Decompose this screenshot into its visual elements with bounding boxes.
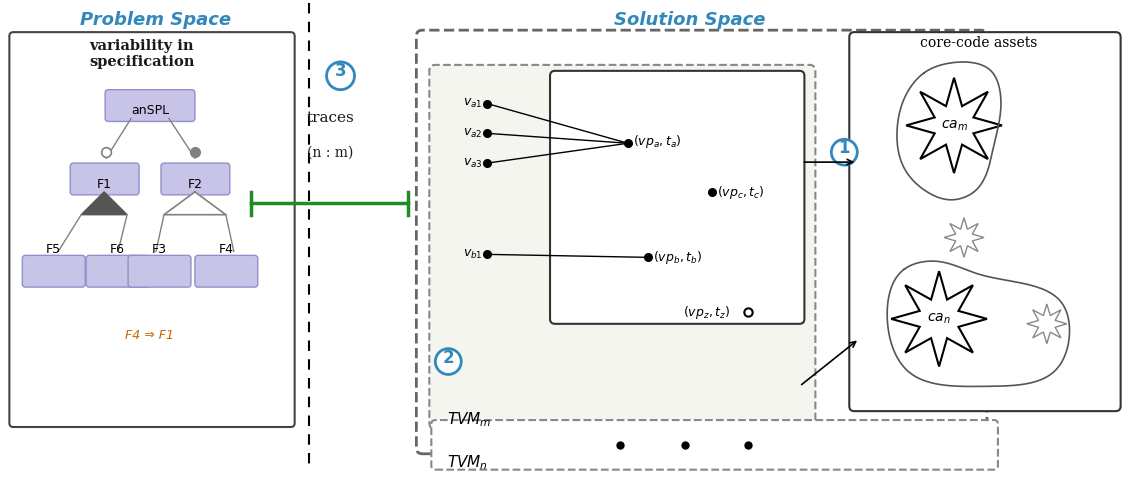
Text: Problem Space: Problem Space (80, 11, 231, 29)
FancyBboxPatch shape (9, 32, 294, 427)
Text: core-code assets: core-code assets (920, 36, 1038, 50)
FancyBboxPatch shape (430, 65, 816, 429)
Text: F1: F1 (97, 178, 112, 191)
Polygon shape (944, 217, 984, 257)
Polygon shape (81, 192, 127, 215)
Text: F5: F5 (46, 243, 61, 256)
FancyBboxPatch shape (161, 163, 230, 195)
FancyBboxPatch shape (849, 32, 1120, 411)
Text: $v_{a2}$: $v_{a2}$ (462, 127, 482, 140)
Polygon shape (906, 78, 1002, 173)
FancyBboxPatch shape (416, 30, 987, 454)
Polygon shape (891, 271, 987, 367)
Text: Solution Space: Solution Space (614, 11, 766, 29)
Text: 1: 1 (838, 139, 851, 157)
Text: $ca_m$: $ca_m$ (941, 118, 968, 132)
FancyBboxPatch shape (195, 255, 258, 287)
Text: F4: F4 (219, 243, 233, 256)
FancyBboxPatch shape (550, 71, 804, 324)
Text: $TVM_m$: $TVM_m$ (448, 410, 492, 429)
FancyBboxPatch shape (431, 420, 998, 470)
FancyBboxPatch shape (86, 255, 149, 287)
Text: F2: F2 (187, 178, 202, 191)
Text: $v_{b1}$: $v_{b1}$ (462, 248, 482, 261)
Text: variability in
specification: variability in specification (89, 39, 194, 69)
Text: $v_{a3}$: $v_{a3}$ (462, 157, 482, 170)
Text: $TVM_n$: $TVM_n$ (448, 453, 488, 471)
Text: $(vp_a, t_a)$: $(vp_a, t_a)$ (633, 133, 681, 151)
Text: traces: traces (307, 110, 354, 125)
Text: 2: 2 (442, 348, 455, 367)
Circle shape (327, 62, 354, 90)
Text: $(vp_z, t_z)$: $(vp_z, t_z)$ (682, 304, 730, 321)
FancyBboxPatch shape (70, 163, 139, 195)
FancyBboxPatch shape (129, 255, 191, 287)
Text: (n : m): (n : m) (308, 145, 354, 159)
Polygon shape (164, 192, 226, 215)
Text: F3: F3 (152, 243, 167, 256)
Text: 3: 3 (335, 62, 346, 80)
Text: F4 ⇒ F1: F4 ⇒ F1 (124, 329, 174, 342)
Circle shape (435, 348, 461, 374)
Text: F6: F6 (111, 243, 125, 256)
Circle shape (831, 139, 857, 165)
Text: anSPL: anSPL (131, 104, 169, 117)
Text: $(vp_c, t_c)$: $(vp_c, t_c)$ (716, 184, 765, 201)
FancyBboxPatch shape (23, 255, 86, 287)
Text: $v_{a1}$: $v_{a1}$ (462, 97, 482, 110)
Text: $ca_n$: $ca_n$ (927, 312, 951, 326)
FancyBboxPatch shape (105, 90, 195, 121)
Text: $(vp_b, t_b)$: $(vp_b, t_b)$ (653, 250, 702, 266)
Polygon shape (1026, 304, 1067, 344)
